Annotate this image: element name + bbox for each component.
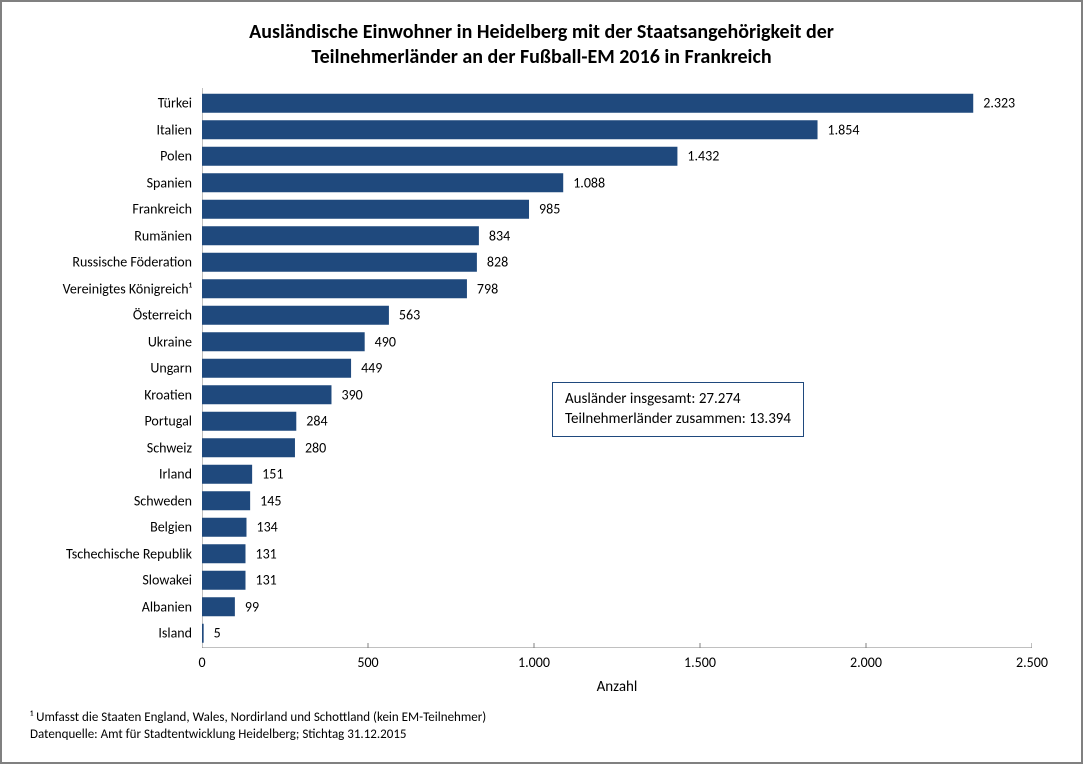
- country-label: Spanien: [147, 174, 192, 191]
- bar-value-label: 1.854: [828, 121, 860, 138]
- chart-title-line1: Ausländische Einwohner in Heidelberg mit…: [249, 20, 834, 44]
- country-label: Irland: [159, 466, 192, 483]
- info-line1: Ausländer insgesamt: 27.274: [565, 390, 741, 408]
- y-axis-labels: Türkei Italien Polen Spanien Frankreich Rumän…: [2, 88, 198, 648]
- bar-value-label: 280: [305, 439, 326, 456]
- country-label: Türkei: [158, 95, 192, 112]
- country-label: Tschechische Republik: [66, 545, 192, 562]
- x-tick-label: 1.000: [504, 654, 564, 671]
- x-tick-label: 2.500: [1002, 654, 1062, 671]
- bar-value-label: 985: [539, 201, 560, 218]
- summary-info-box: Ausländer insgesamt: 27.274 Teilnehmerlä…: [552, 382, 804, 437]
- bar-value-label: 449: [361, 360, 382, 377]
- bar-value-label: 563: [399, 307, 420, 324]
- country-label: Schweden: [134, 492, 192, 509]
- bar-value-label: 131: [255, 572, 276, 589]
- country-label: Schweiz: [147, 439, 192, 456]
- bar-value-label: 131: [255, 545, 276, 562]
- country-label: Ungarn: [150, 360, 192, 377]
- bar-value-label: 145: [260, 492, 281, 509]
- country-label: Albanien: [142, 598, 192, 615]
- chart-footnote: ¹ Umfasst die Staaten England, Wales, No…: [30, 709, 486, 744]
- country-label: Italien: [157, 121, 193, 138]
- bar-value-label: 390: [341, 386, 362, 403]
- country-label: Portugal: [144, 413, 192, 430]
- bar-value-label: 490: [375, 333, 396, 350]
- bar-chart-svg: [202, 88, 1032, 648]
- x-tick-label: 500: [338, 654, 398, 671]
- country-label: Frankreich: [132, 201, 192, 218]
- bar-value-label: 798: [477, 280, 498, 297]
- bar-value-label: 834: [489, 227, 510, 244]
- bar-value-label: 2.323: [983, 95, 1015, 112]
- country-label: Rumänien: [134, 227, 192, 244]
- chart-title-line2: Teilnehmerländer an der Fußball-EM 2016 …: [311, 45, 771, 69]
- country-label: Russische Föderation: [72, 254, 192, 271]
- info-line2: Teilnehmerländer zusammen: 13.394: [565, 410, 791, 428]
- footnote-line2: Datenquelle: Amt für Stadtentwicklung He…: [30, 727, 407, 742]
- country-label: Belgien: [150, 519, 192, 536]
- bar-value-label: 99: [245, 598, 259, 615]
- bar-value-label: 828: [487, 254, 508, 271]
- bar-value-label: 134: [256, 519, 277, 536]
- country-label: Kroatien: [144, 386, 192, 403]
- bar-value-label: 5: [214, 625, 221, 642]
- country-label: Island: [158, 625, 192, 642]
- country-label: Slowakei: [142, 572, 192, 589]
- x-tick-label: 2.000: [836, 654, 896, 671]
- country-label: Polen: [160, 148, 192, 165]
- country-label: Ukraine: [148, 333, 192, 350]
- plot-area: 2.323 1.854 1.432 1.088 985 834 828 798 563490 44…: [202, 88, 1032, 648]
- bar-value-label: 1.088: [573, 174, 605, 191]
- bar-value-label: 151: [262, 466, 283, 483]
- chart-frame: Ausländische Einwohner in Heidelberg mit…: [0, 0, 1083, 764]
- country-label: Österreich: [133, 307, 192, 324]
- footnote-line1: ¹ Umfasst die Staaten England, Wales, No…: [30, 710, 486, 725]
- x-tick-label: 1.500: [670, 654, 730, 671]
- country-label: Vereinigtes Königreich¹: [63, 280, 192, 297]
- x-tick-label: 0: [172, 654, 232, 671]
- bar-value-label: 284: [306, 413, 327, 430]
- x-axis-title: Anzahl: [577, 678, 657, 696]
- bar-value-label: 1.432: [687, 148, 719, 165]
- chart-title: Ausländische Einwohner in Heidelberg mit…: [2, 2, 1081, 76]
